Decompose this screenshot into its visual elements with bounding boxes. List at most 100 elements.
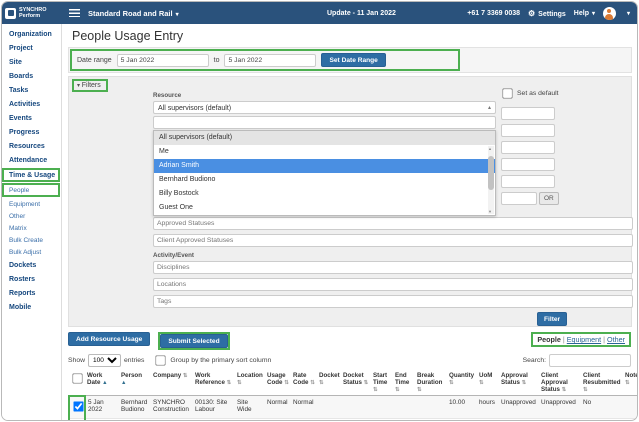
table-body: 5 Jan 2022 Bernhard Budiono SYNCHRO Constr… (68, 394, 637, 420)
column-header-client-resubmitted[interactable]: Client Resubmitted ⇅ (581, 370, 623, 396)
client-approved-statuses-input[interactable] (153, 234, 633, 247)
column-header-person[interactable]: Person ▲ (119, 370, 151, 396)
table-cell (317, 395, 341, 419)
table-cell: 10.00 (447, 418, 477, 420)
disciplines-input[interactable] (153, 261, 633, 274)
project-selector[interactable]: Standard Road and Rail (88, 9, 179, 18)
add-resource-usage-button[interactable]: Add Resource Usage (68, 332, 151, 346)
sidebar-item-time-usage[interactable]: Time & Usage (2, 168, 60, 182)
date-from-input[interactable] (116, 53, 209, 67)
sidebar-item-matrix[interactable]: Matrix (9, 224, 27, 232)
filter-side-input-1[interactable] (501, 107, 555, 120)
settings-button[interactable]: ⚙ Settings (528, 9, 566, 18)
table-cell: Billy Bostock (119, 418, 151, 420)
select-all-checkbox[interactable] (72, 373, 83, 384)
sidebar-item-equipment[interactable]: Equipment (9, 200, 41, 208)
dropdown-option-billy-bostock[interactable]: Billy Bostock (159, 190, 199, 197)
dropdown-option-guest-one[interactable]: Guest One (159, 204, 193, 211)
resource-search-input[interactable] (153, 116, 496, 129)
date-to-input[interactable] (224, 53, 317, 67)
filter-side-input-4[interactable] (501, 158, 555, 171)
resource-select[interactable]: All supervisors (default) (153, 101, 496, 114)
filter-button[interactable]: Filter (537, 312, 568, 326)
sidebar-item-progress[interactable]: Progress (9, 128, 40, 136)
user-avatar[interactable] (602, 6, 616, 20)
approved-statuses-input[interactable] (153, 217, 633, 230)
dropdown-option-me[interactable]: Me (159, 148, 169, 155)
scroll-up-icon[interactable]: ▴ (488, 146, 492, 151)
table-cell: 5 Jan 2022 (85, 395, 119, 419)
locations-input[interactable] (153, 278, 633, 291)
topbar-right: +61 7 3369 0038 ⚙ Settings Help (467, 6, 637, 20)
sidebar-item-reports[interactable]: Reports (9, 289, 36, 297)
sidebar-item-project[interactable]: Project (9, 44, 33, 52)
tab-equipment[interactable]: Equipment (566, 335, 602, 344)
tab-other[interactable]: Other (607, 335, 625, 344)
sidebar-item-resources[interactable]: Resources (9, 142, 45, 150)
column-header-docket[interactable]: Docket ⇅ (317, 370, 341, 396)
filter-side-input-6[interactable] (501, 192, 537, 205)
dropdown-option-all-supervisors-default[interactable]: All supervisors (default) (154, 131, 495, 145)
set-as-default-label: Set as default (517, 90, 559, 97)
menu-icon[interactable] (69, 9, 80, 17)
help-menu[interactable]: Help (574, 10, 595, 17)
table-cell: 10.00 (447, 395, 477, 419)
column-header-work-reference[interactable]: Work Reference ⇅ (193, 370, 235, 396)
filter-side-input-3[interactable] (501, 141, 555, 154)
sidebar-item-site[interactable]: Site (9, 58, 22, 66)
group-by-checkbox[interactable] (155, 355, 167, 366)
column-label: Work Reference (195, 372, 227, 386)
page-size-select[interactable]: 100 (88, 354, 122, 367)
sort-icon: ⇅ (417, 387, 422, 393)
header-checkbox-cell (69, 370, 85, 396)
submit-selected-button[interactable]: Submit Selected (160, 334, 228, 348)
sidebar-item-dockets[interactable]: Dockets (9, 261, 37, 269)
column-header-approval-status[interactable]: Approval Status ⇅ (499, 370, 539, 396)
set-as-default-checkbox[interactable] (502, 88, 513, 99)
sidebar-item-organization[interactable]: Organization (9, 30, 52, 38)
column-label: Client Resubmitted (583, 372, 621, 386)
column-header-location[interactable]: Location ⇅ (235, 370, 265, 396)
column-header-uom[interactable]: UoM ⇅ (477, 370, 499, 396)
tags-input[interactable] (153, 295, 633, 308)
sidebar-item-bulk-adjust[interactable]: Bulk Adjust (9, 248, 42, 256)
sidebar-item-mobile[interactable]: Mobile (9, 303, 32, 311)
row-checkbox[interactable] (73, 400, 84, 412)
sidebar-item-boards[interactable]: Boards (9, 72, 34, 80)
or-button[interactable]: OR (539, 192, 559, 205)
tab-people[interactable]: People (537, 335, 561, 344)
sidebar-item-people[interactable]: People (2, 183, 60, 197)
dropdown-scrollbar[interactable]: ▴ ▾ (488, 146, 494, 214)
scroll-down-icon[interactable]: ▾ (488, 209, 492, 214)
filter-side-input-2[interactable] (501, 124, 555, 137)
sidebar-item-activities[interactable]: Activities (9, 100, 41, 108)
column-header-docket-status[interactable]: Docket Status ⇅ (341, 370, 371, 396)
user-menu-caret-icon[interactable] (624, 10, 630, 17)
filters-toggle[interactable]: Filters (72, 79, 108, 92)
filter-side-input-5[interactable] (501, 175, 555, 188)
table-cell: Normal (265, 418, 291, 420)
sidebar-item-rosters[interactable]: Rosters (9, 275, 36, 283)
scrollbar-thumb[interactable] (488, 156, 494, 190)
dropdown-option-adrian-smith[interactable]: Adrian Smith (154, 159, 495, 173)
sidebar-item-attendance[interactable]: Attendance (9, 156, 48, 164)
sidebar-item-tasks[interactable]: Tasks (9, 86, 29, 94)
column-header-note[interactable]: Note ⇅ (623, 370, 637, 396)
column-header-work-date[interactable]: Work Date ▲ (85, 370, 119, 396)
table-cell: Normal (291, 395, 317, 419)
set-date-range-button[interactable]: Set Date Range (321, 53, 386, 67)
sort-icon: ⇅ (237, 380, 242, 386)
sidebar-item-events[interactable]: Events (9, 114, 32, 122)
dropdown-option-bernhard-budiono[interactable]: Bernhard Budiono (159, 176, 216, 183)
sidebar-item-other[interactable]: Other (9, 212, 26, 220)
column-header-usage-code[interactable]: Usage Code ⇅ (265, 370, 291, 396)
column-header-company[interactable]: Company ⇅ (151, 370, 193, 396)
column-header-end-time[interactable]: End Time ⇅ (393, 370, 415, 396)
column-header-quantity[interactable]: Quantity ⇅ (447, 370, 477, 396)
column-header-break-duration[interactable]: Break Duration ⇅ (415, 370, 447, 396)
column-header-start-time[interactable]: Start Time ⇅ (371, 370, 393, 396)
search-input[interactable] (549, 354, 631, 367)
column-header-rate-code[interactable]: Rate Code ⇅ (291, 370, 317, 396)
column-header-client-approval-status[interactable]: Client Approval Status ⇅ (539, 370, 581, 396)
sidebar-item-bulk-create[interactable]: Bulk Create (9, 236, 43, 244)
